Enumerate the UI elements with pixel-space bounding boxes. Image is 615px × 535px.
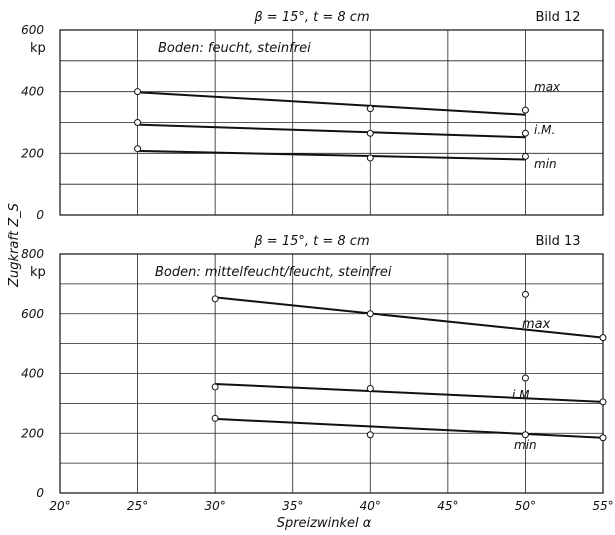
chart-bottom-point-im — [521, 374, 529, 382]
chart-bottom-x-tick-label: 50° — [515, 499, 536, 513]
chart-top-trendline-min — [137, 149, 526, 161]
chart-bottom-point-max — [521, 290, 529, 298]
chart-top-label-min: min — [534, 157, 557, 171]
chart-top-point-max — [521, 106, 529, 114]
chart-bottom-label-im: i.M. — [512, 388, 533, 402]
chart-top-trendline-max — [137, 91, 526, 116]
chart-top-label-max: max — [534, 80, 561, 94]
chart-bottom-y-tick-label: 400 — [21, 367, 44, 381]
chart-bottom-point-min — [521, 431, 529, 439]
chart-bottom-point-max — [211, 295, 219, 303]
chart-top-point-min — [134, 145, 142, 153]
chart-bottom-x-tick-label: 45° — [437, 499, 458, 513]
chart-top-y-tick-label: 400 — [21, 85, 44, 99]
chart-bottom-trendline-im — [215, 382, 604, 403]
chart-bottom-y-tick-label: 0 — [36, 486, 44, 500]
chart-top-y-tick-label: 600 — [21, 23, 44, 37]
chart-top-trendline-im — [137, 123, 526, 139]
chart-top-point-im — [521, 129, 529, 137]
chart-bottom-point-im — [366, 384, 374, 392]
chart-top-y-tick-label: 0 — [36, 208, 44, 222]
chart-top-y-tick-label: 200 — [21, 146, 44, 160]
chart-top-point-min — [366, 154, 374, 162]
chart-bottom-figure-label: Bild 13 — [535, 234, 580, 249]
chart-bottom-x-tick-label: 25° — [127, 499, 148, 513]
chart-top-label-im: i.M. — [534, 123, 555, 137]
chart-bottom-y-tick-label: 600 — [21, 307, 44, 321]
chart-bottom-annotation: Boden: mittelfeucht/feucht, steinfrei — [155, 265, 392, 280]
chart-top-point-max — [366, 105, 374, 113]
chart-bottom-x-tick-label: 35° — [282, 499, 303, 513]
chart-top-figure-label: Bild 12 — [535, 10, 580, 25]
chart-bottom-x-tick-label: 20° — [49, 499, 70, 513]
chart-top-point-min — [521, 152, 529, 160]
chart-bottom-label-max: max — [522, 317, 551, 332]
chart-bottom-trendline-max — [215, 296, 604, 339]
chart-bottom-point-min — [211, 414, 219, 422]
chart-bottom-y-unit: kp — [30, 265, 46, 280]
chart-bottom-point-min — [366, 431, 374, 439]
chart-top-point-im — [134, 119, 142, 126]
chart-bottom-x-tick-label: 30° — [205, 499, 226, 513]
chart-top-point-im — [366, 129, 374, 137]
chart-bottom-point-im — [211, 383, 219, 391]
chart-top-point-max — [134, 88, 142, 96]
chart-bottom-y-tick-label: 200 — [21, 426, 44, 440]
chart-bottom-title: β = 15°, t = 8 cm — [253, 234, 369, 249]
chart-bottom-point-max — [366, 310, 374, 318]
chart-top-frame — [59, 29, 604, 216]
chart-top-y-unit: kp — [30, 41, 46, 56]
y-axis-label: Zugkraft Z_S — [7, 203, 22, 288]
chart-bottom-x-tick-label: 40° — [360, 499, 381, 513]
chart-bottom-label-min: min — [514, 438, 537, 452]
chart-bottom-point-im — [599, 398, 607, 406]
chart-bottom-y-tick-label: 800 — [21, 247, 44, 261]
chart-bottom-trendline-min — [215, 417, 604, 439]
chart-bottom-point-min — [599, 434, 607, 442]
chart-bottom-point-max — [599, 334, 607, 342]
chart-top-title: β = 15°, t = 8 cm — [253, 10, 369, 25]
chart-bottom-x-tick-label: 55° — [592, 499, 613, 513]
chart-top-annotation: Boden: feucht, steinfrei — [158, 41, 311, 56]
chart-bottom-frame — [59, 253, 604, 494]
x-axis-label: Spreizwinkel α — [277, 516, 372, 531]
